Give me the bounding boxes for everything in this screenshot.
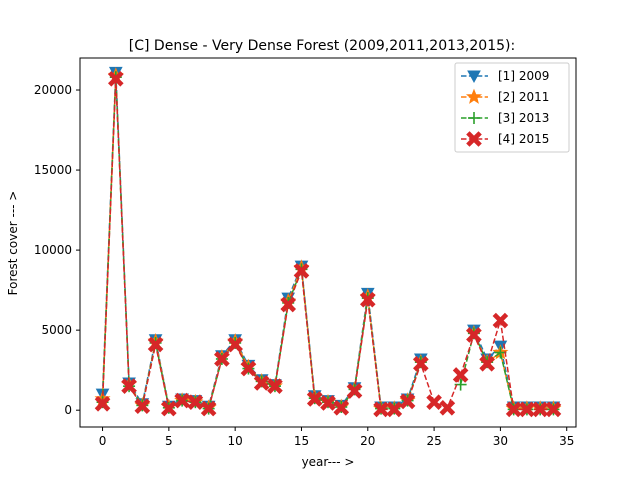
- y-tick-label: 0: [64, 403, 72, 417]
- data-point: [214, 351, 230, 367]
- y-axis-ticks: 0 5000 10000 15000 20000: [34, 83, 80, 417]
- y-tick-label: 15000: [34, 163, 72, 177]
- data-point: [280, 296, 297, 313]
- data-point: [494, 346, 507, 359]
- legend-item-4: [4] 2015: [461, 131, 549, 147]
- x-tick-label: 15: [294, 434, 309, 448]
- data-point: [399, 393, 416, 410]
- data-point: [519, 401, 535, 418]
- data-point: [94, 395, 111, 412]
- data-point: [121, 378, 137, 394]
- data-point: [466, 327, 482, 343]
- data-point: [134, 398, 151, 414]
- legend-item-2: [2] 2011: [461, 88, 549, 104]
- data-point: [174, 392, 190, 409]
- x-tick-label: 25: [426, 434, 441, 448]
- data-point: [293, 263, 310, 279]
- data-point: [413, 355, 429, 372]
- data-point: [452, 367, 469, 383]
- data-point: [108, 71, 124, 87]
- data-point: [532, 401, 548, 418]
- plot-area: [79, 57, 577, 428]
- data-point: [439, 399, 456, 416]
- plot-frame: [79, 57, 577, 428]
- legend-marker: [467, 70, 481, 84]
- data-point: [505, 401, 522, 418]
- x-tick-label: 35: [559, 434, 574, 448]
- legend-item-1: [1] 2009: [461, 69, 549, 84]
- data-point: [227, 336, 243, 353]
- data-point: [187, 394, 204, 410]
- data-point: [492, 312, 509, 329]
- x-axis-label: year--- >: [302, 455, 355, 469]
- data-point: [240, 360, 257, 377]
- data-point: [426, 394, 442, 410]
- data-point: [346, 383, 363, 399]
- legend-label: [4] 2015: [498, 132, 549, 146]
- data-point: [161, 400, 177, 417]
- y-tick-label: 5000: [41, 323, 72, 337]
- legend-label: [1] 2009: [498, 69, 549, 83]
- series-layer: [94, 66, 562, 418]
- data-point: [306, 391, 323, 407]
- data-point: [359, 291, 376, 308]
- x-axis-ticks: 0 5 10 15 20 25 30 35: [99, 427, 574, 448]
- y-tick-label: 20000: [34, 83, 72, 97]
- legend-frame: [454, 62, 570, 153]
- legend-item-3: [3] 2013: [461, 111, 549, 125]
- data-point: [200, 400, 217, 417]
- legend-marker: [468, 112, 480, 124]
- series-4: [94, 71, 562, 418]
- y-axis-label: Forest cover --- >: [6, 191, 20, 296]
- chart-title: [C] Dense - Very Dense Forest (2009,2011…: [129, 38, 515, 54]
- data-point: [320, 395, 336, 411]
- data-point: [545, 401, 562, 418]
- y-tick-label: 10000: [34, 243, 72, 257]
- x-tick-label: 20: [360, 434, 375, 448]
- data-point: [253, 375, 270, 391]
- data-point: [373, 401, 389, 418]
- legend: [1] 2009 [2] 2011 [3] 2013 [4] 2015: [454, 62, 570, 153]
- data-point: [147, 336, 164, 353]
- data-point: [479, 355, 495, 372]
- x-tick-label: 0: [99, 434, 107, 448]
- x-tick-label: 30: [493, 434, 508, 448]
- x-tick-label: 5: [165, 434, 173, 448]
- legend-label: [3] 2013: [498, 111, 549, 125]
- data-point: [267, 378, 283, 394]
- data-point: [333, 399, 350, 416]
- legend-marker: [466, 131, 482, 147]
- data-point: [386, 401, 403, 418]
- x-tick-label: 10: [228, 434, 243, 448]
- legend-label: [2] 2011: [498, 90, 549, 104]
- legend-marker: [465, 88, 483, 104]
